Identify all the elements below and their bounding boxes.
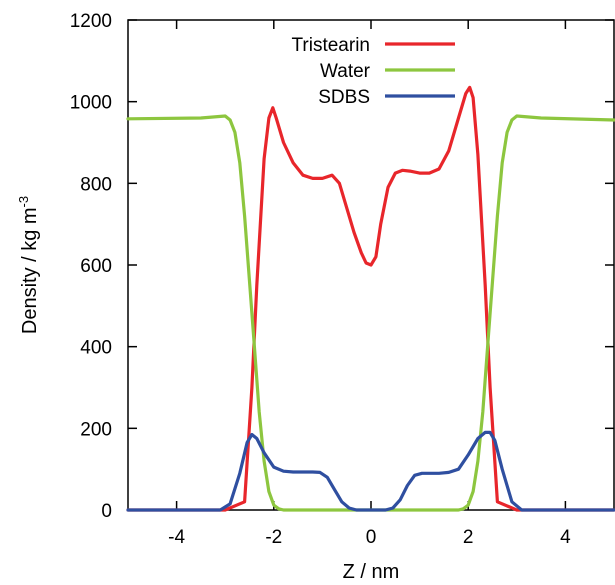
x-axis-title: Z / nm bbox=[343, 561, 400, 583]
y-axis-title-exponent: -3 bbox=[16, 196, 31, 208]
y-axis-title-main: Density / kg m bbox=[19, 207, 41, 334]
y-tick-label: 400 bbox=[80, 338, 112, 359]
x-tick-label: 0 bbox=[366, 527, 377, 548]
series-line-sdbs bbox=[126, 430, 615, 512]
x-tick-label: 4 bbox=[560, 527, 571, 548]
y-tick-label: 1200 bbox=[70, 11, 112, 32]
y-tick-label: 600 bbox=[80, 256, 112, 277]
y-tick-label: 200 bbox=[80, 419, 112, 440]
plot-area: 0 200 400 600 800 1000 1200 -4 -2 0 2 4 Tristearin… bbox=[70, 11, 615, 548]
y-tick-label: 800 bbox=[80, 174, 112, 195]
legend: Tristearin Water SDBS bbox=[292, 35, 455, 108]
legend-label-tristearin: Tristearin bbox=[292, 35, 370, 56]
legend-label-sdbs: SDBS bbox=[318, 87, 370, 108]
x-tick-label: -2 bbox=[265, 527, 282, 548]
y-tick-label: 0 bbox=[101, 501, 112, 522]
series-lines bbox=[126, 85, 615, 512]
x-tick-label: 2 bbox=[463, 527, 474, 548]
series-line-water bbox=[126, 114, 615, 512]
x-tick-label: -4 bbox=[168, 527, 185, 548]
series-line-tristearin bbox=[126, 85, 615, 512]
y-tick-label: 1000 bbox=[70, 93, 112, 114]
legend-label-water: Water bbox=[320, 61, 371, 82]
y-axis-ticks: 0 200 400 600 800 1000 1200 bbox=[70, 11, 614, 522]
y-axis-title: Density / kg m-3 bbox=[16, 196, 41, 334]
